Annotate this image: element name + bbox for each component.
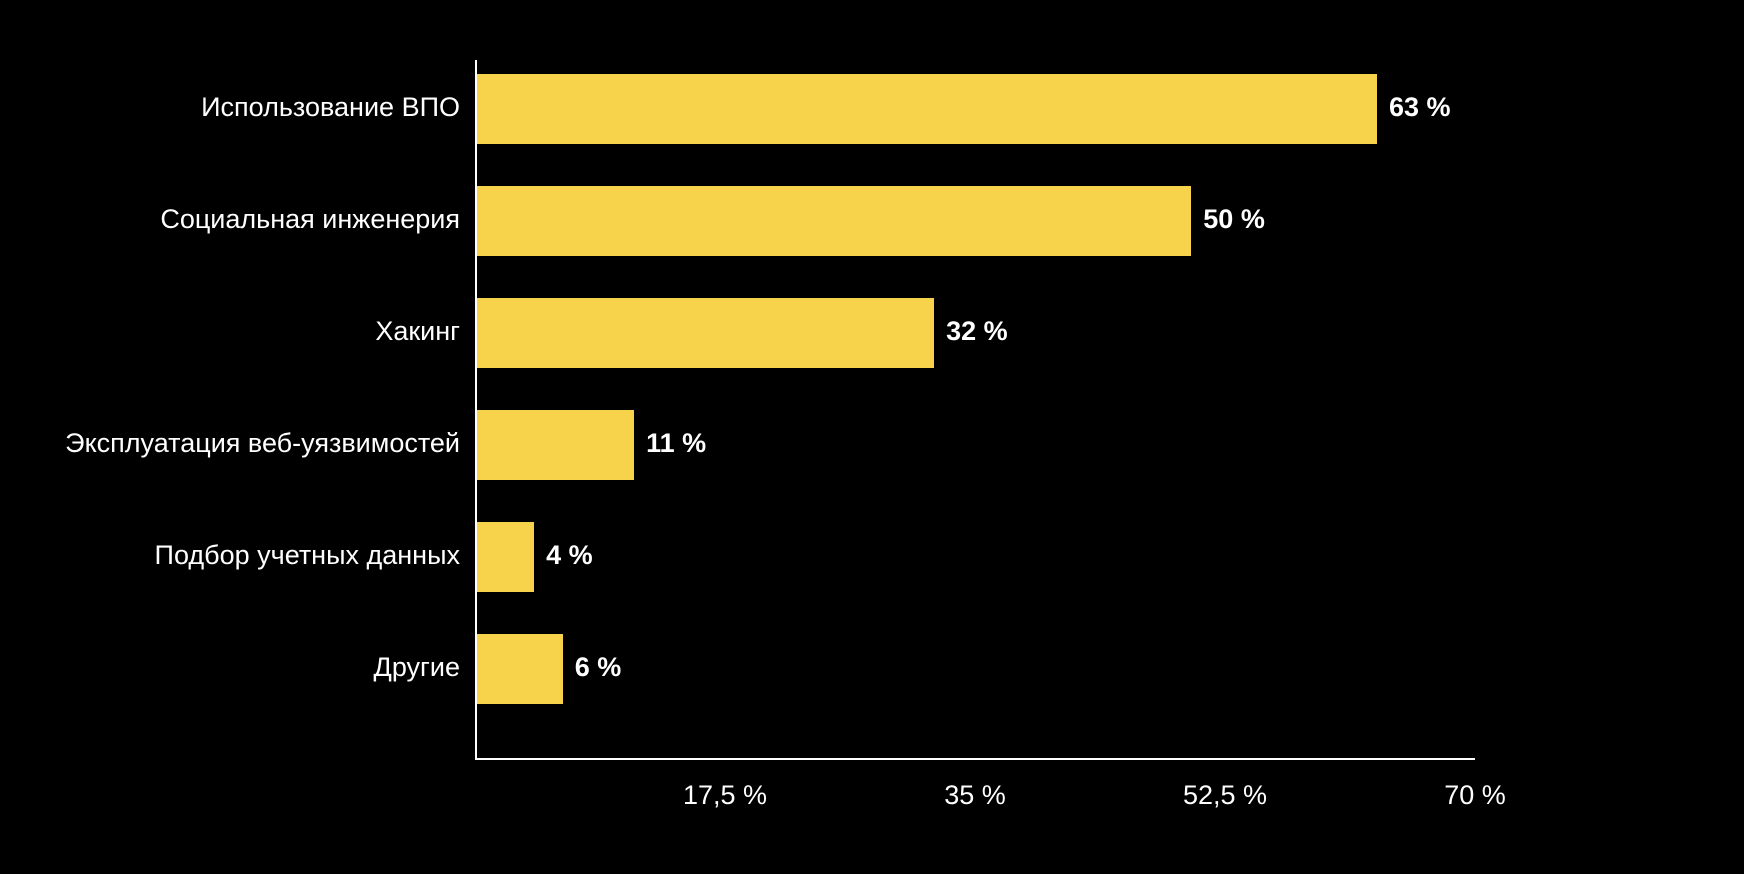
bar-value-label: 50 % bbox=[1203, 204, 1265, 235]
bar-value-label: 63 % bbox=[1389, 92, 1451, 123]
x-axis-tick-label: 35 % bbox=[944, 780, 1006, 811]
bar bbox=[477, 410, 634, 480]
bar-value-label: 6 % bbox=[575, 652, 622, 683]
bar bbox=[477, 74, 1377, 144]
bar-category-label: Подбор учетных данных bbox=[155, 540, 460, 571]
bar-value-label: 32 % bbox=[946, 316, 1008, 347]
bar bbox=[477, 522, 534, 592]
bar-category-label: Социальная инженерия bbox=[160, 204, 460, 235]
bar-category-label: Эксплуатация веб-уязвимостей bbox=[65, 428, 460, 459]
bar bbox=[477, 634, 563, 704]
bar-value-label: 4 % bbox=[546, 540, 593, 571]
bar-value-label: 11 % bbox=[646, 428, 706, 459]
bar-category-label: Другие bbox=[374, 652, 460, 683]
bar-category-label: Использование ВПО bbox=[201, 92, 460, 123]
bar-chart: Использование ВПО Социальная инженерия Хак… bbox=[0, 0, 1744, 874]
bar-category-label: Хакинг bbox=[375, 316, 460, 347]
bar bbox=[477, 298, 934, 368]
bar bbox=[477, 186, 1191, 256]
x-axis-tick-label: 70 % bbox=[1444, 780, 1506, 811]
x-axis-tick-label: 17,5 % bbox=[683, 780, 767, 811]
x-axis-tick-label: 52,5 % bbox=[1183, 780, 1267, 811]
